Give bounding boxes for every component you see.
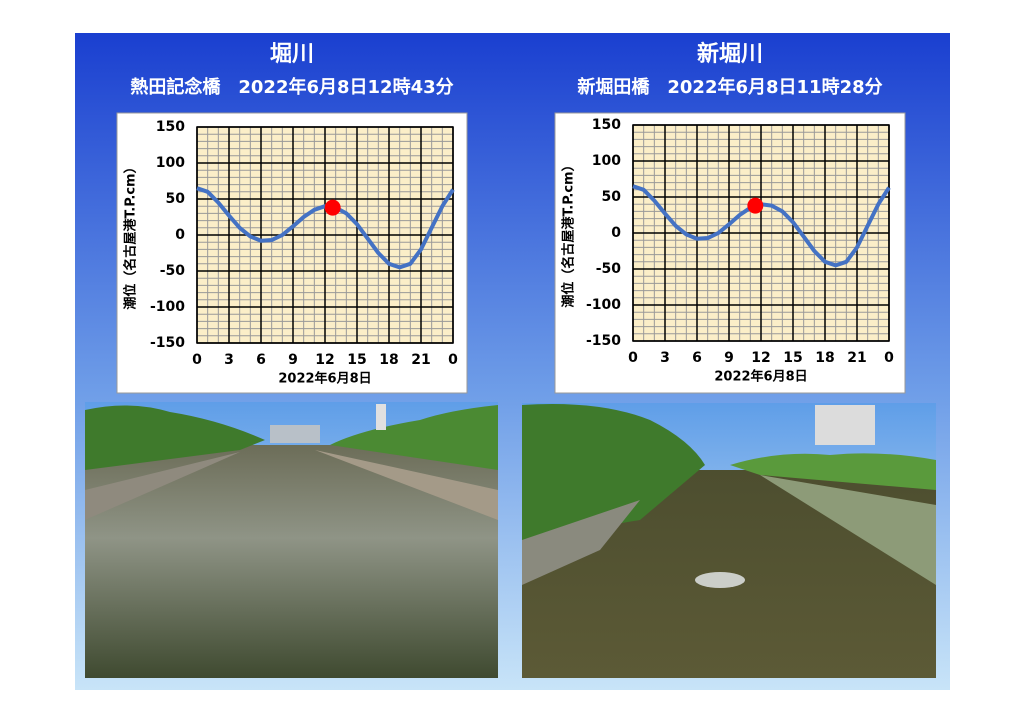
x-tick-label: 12 [315, 352, 334, 368]
y-axis-label: 潮位（名古屋港T.P.cm） [561, 158, 577, 307]
chart-subtitle: 新堀田橋 2022年6月8日11時28分 [577, 76, 882, 98]
y-tick-label: 150 [156, 119, 185, 135]
x-tick-label: 3 [660, 350, 670, 366]
x-tick-label: 9 [288, 352, 298, 368]
y-tick-label: -100 [586, 297, 621, 313]
y-tick-label: 100 [592, 153, 621, 169]
y-tick-label: 0 [175, 227, 185, 243]
plot-border [196, 126, 454, 344]
y-tick-label: 0 [611, 225, 621, 241]
x-tick-label: 6 [256, 352, 266, 368]
y-tick-label: -100 [150, 299, 185, 315]
chart-title: 堀川 [270, 42, 314, 67]
x-axis-label: 2022年6月8日 [714, 369, 807, 385]
x-tick-label: 18 [815, 350, 834, 366]
x-tick-label: 15 [347, 352, 366, 368]
x-tick-label: 9 [724, 350, 734, 366]
current-marker [324, 199, 341, 216]
x-tick-label: 12 [751, 350, 770, 366]
y-tick-label: -50 [160, 263, 186, 279]
x-tick-label: 21 [411, 352, 430, 368]
x-tick-label: 15 [783, 350, 802, 366]
x-tick-label: 0 [448, 352, 458, 368]
plot-border [632, 124, 890, 342]
x-tick-label: 6 [692, 350, 702, 366]
current-marker [747, 197, 764, 214]
chart-title: 新堀川 [697, 41, 763, 67]
y-tick-label: -150 [586, 333, 621, 349]
y-tick-label: 150 [592, 117, 621, 133]
y-axis-label: 潮位（名古屋港T.P.cm） [123, 160, 139, 309]
y-tick-label: 50 [166, 191, 186, 207]
y-tick-label: 50 [602, 189, 622, 205]
chart-subtitle: 熱田記念橋 2022年6月8日12時43分 [130, 76, 453, 98]
x-tick-label: 3 [224, 352, 234, 368]
y-tick-label: -150 [150, 335, 185, 351]
x-tick-label: 21 [847, 350, 866, 366]
x-tick-label: 0 [884, 350, 894, 366]
y-tick-label: -50 [596, 261, 622, 277]
photo [522, 403, 936, 678]
y-tick-label: 100 [156, 155, 185, 171]
x-tick-label: 0 [628, 350, 638, 366]
photo [85, 402, 498, 678]
x-tick-label: 0 [192, 352, 202, 368]
x-axis-label: 2022年6月8日 [278, 371, 371, 387]
x-tick-label: 18 [379, 352, 398, 368]
